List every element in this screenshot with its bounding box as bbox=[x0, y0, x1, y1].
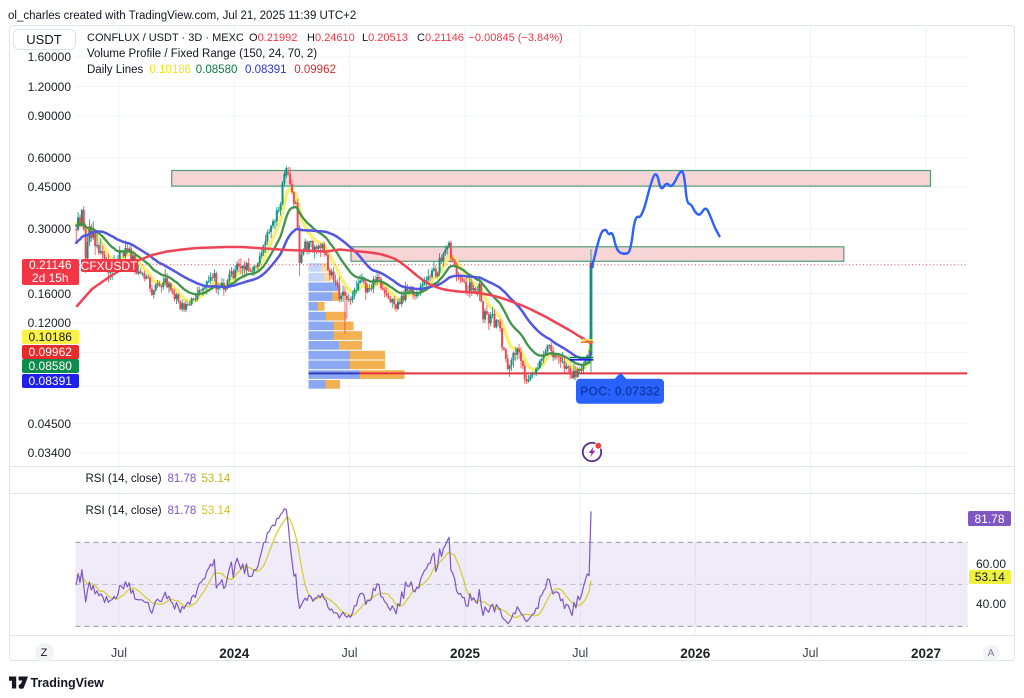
svg-text:POC: 0.07332: POC: 0.07332 bbox=[580, 385, 660, 399]
